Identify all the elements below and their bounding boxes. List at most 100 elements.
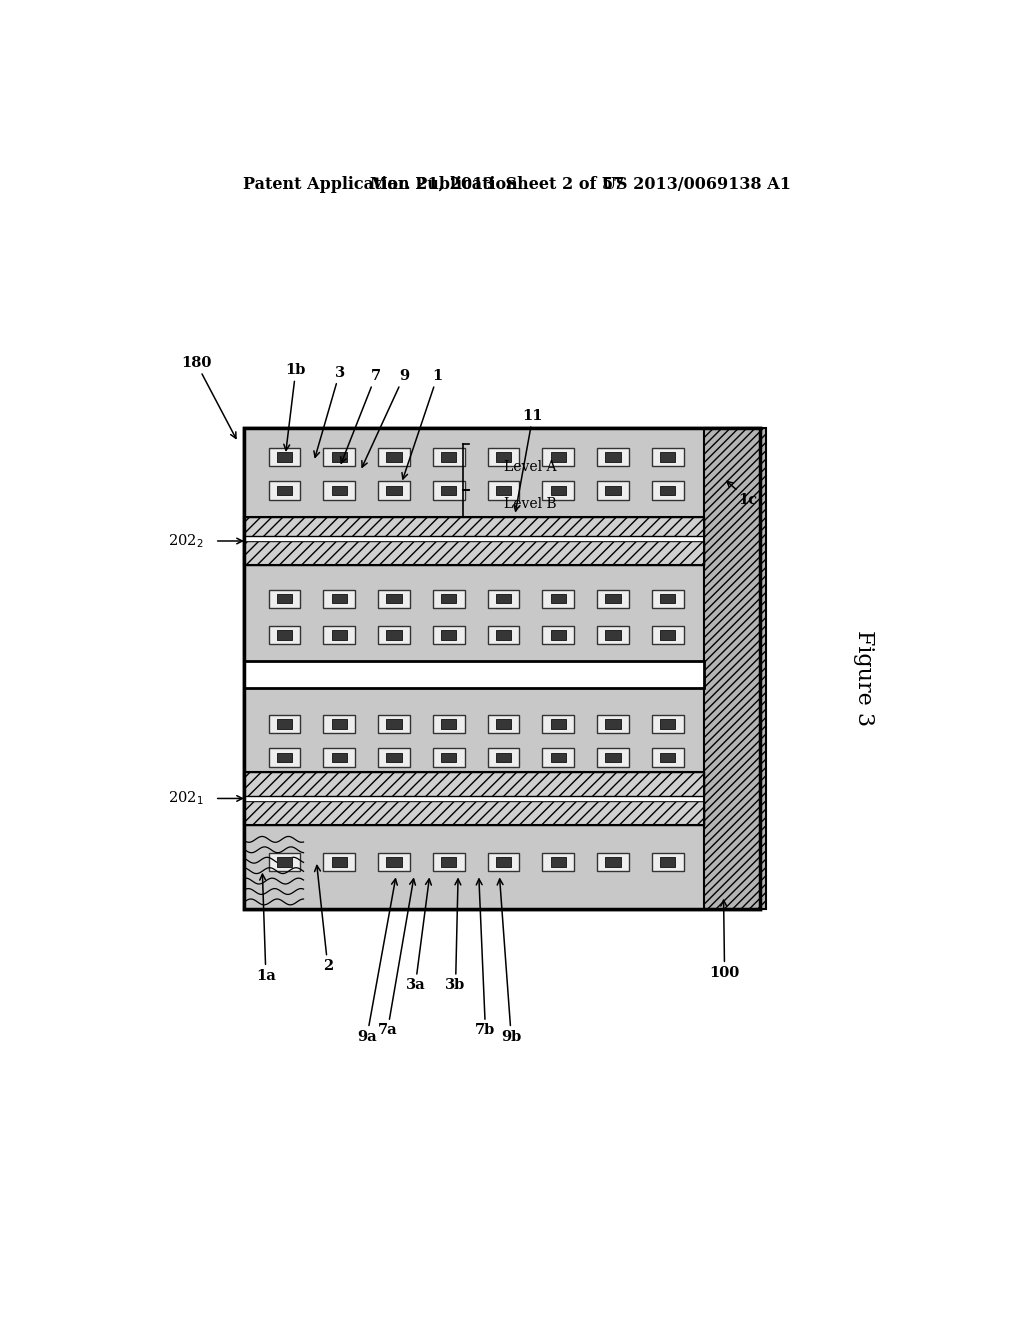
Point [344,828,360,849]
Point [712,780,728,801]
Point [701,429,718,450]
Point [664,888,680,909]
Point [296,627,312,648]
Point [553,669,569,690]
Point [486,808,503,829]
Point [629,508,645,529]
Bar [268,447,300,466]
Point [723,876,739,898]
Point [250,845,266,866]
Point [275,689,292,710]
Point [403,614,420,635]
Point [432,566,449,587]
Point [547,590,563,611]
Point [487,444,504,465]
Point [371,478,387,499]
Point [352,807,369,828]
Point [559,426,575,447]
Point [347,603,364,624]
Point [565,440,582,461]
Point [374,675,390,696]
Point [329,609,345,630]
Point [739,602,756,623]
Point [290,513,306,535]
Point [407,810,423,832]
Point [383,742,399,763]
Point [317,548,334,569]
Point [435,442,452,463]
Point [382,817,398,838]
Point [725,680,741,701]
Point [573,462,590,483]
Point [439,513,456,535]
Point [312,446,329,467]
Point [527,768,544,789]
Point [251,739,267,760]
Point [719,871,735,892]
Point [732,479,749,500]
Point [476,804,493,825]
Point [377,842,393,863]
Point [583,652,599,673]
Point [241,853,257,874]
Point [526,533,543,554]
Point [483,546,500,568]
Point [329,697,345,718]
Point [602,845,618,866]
Point [545,480,561,502]
Point [741,606,758,627]
Point [467,891,483,912]
Point [506,838,522,859]
Point [425,758,441,779]
Point [679,837,695,858]
Point [305,642,322,663]
Point [570,793,587,814]
Point [349,461,366,482]
Point [302,560,318,581]
Point [522,529,539,550]
Point [687,527,703,548]
Point [742,825,759,846]
Point [610,619,627,640]
Point [455,825,471,846]
Point [565,828,582,849]
Point [532,469,549,490]
Point [446,508,463,529]
Point [290,684,306,705]
Point [284,552,300,573]
Point [560,888,577,909]
Point [578,529,594,550]
Point [687,652,703,673]
Point [546,715,562,737]
Point [583,606,599,627]
Point [411,572,427,593]
Point [605,813,622,834]
Point [392,507,409,528]
Point [530,825,547,846]
Point [498,796,514,817]
Point [711,677,727,698]
Point [519,536,536,557]
Point [714,565,730,586]
Point [510,760,526,781]
Point [563,626,580,647]
Point [670,847,686,869]
Point [426,764,442,785]
Point [411,598,427,619]
Point [258,589,274,610]
Point [730,857,746,878]
Point [679,713,695,734]
Point [451,855,467,876]
Point [593,709,609,730]
Point [631,671,647,692]
Point [301,446,317,467]
Point [702,454,719,475]
Point [261,758,278,779]
Point [561,730,578,751]
Point [306,883,323,904]
Point [304,590,321,611]
Point [447,837,464,858]
Point [708,843,724,865]
Point [471,733,487,754]
Point [535,675,551,696]
